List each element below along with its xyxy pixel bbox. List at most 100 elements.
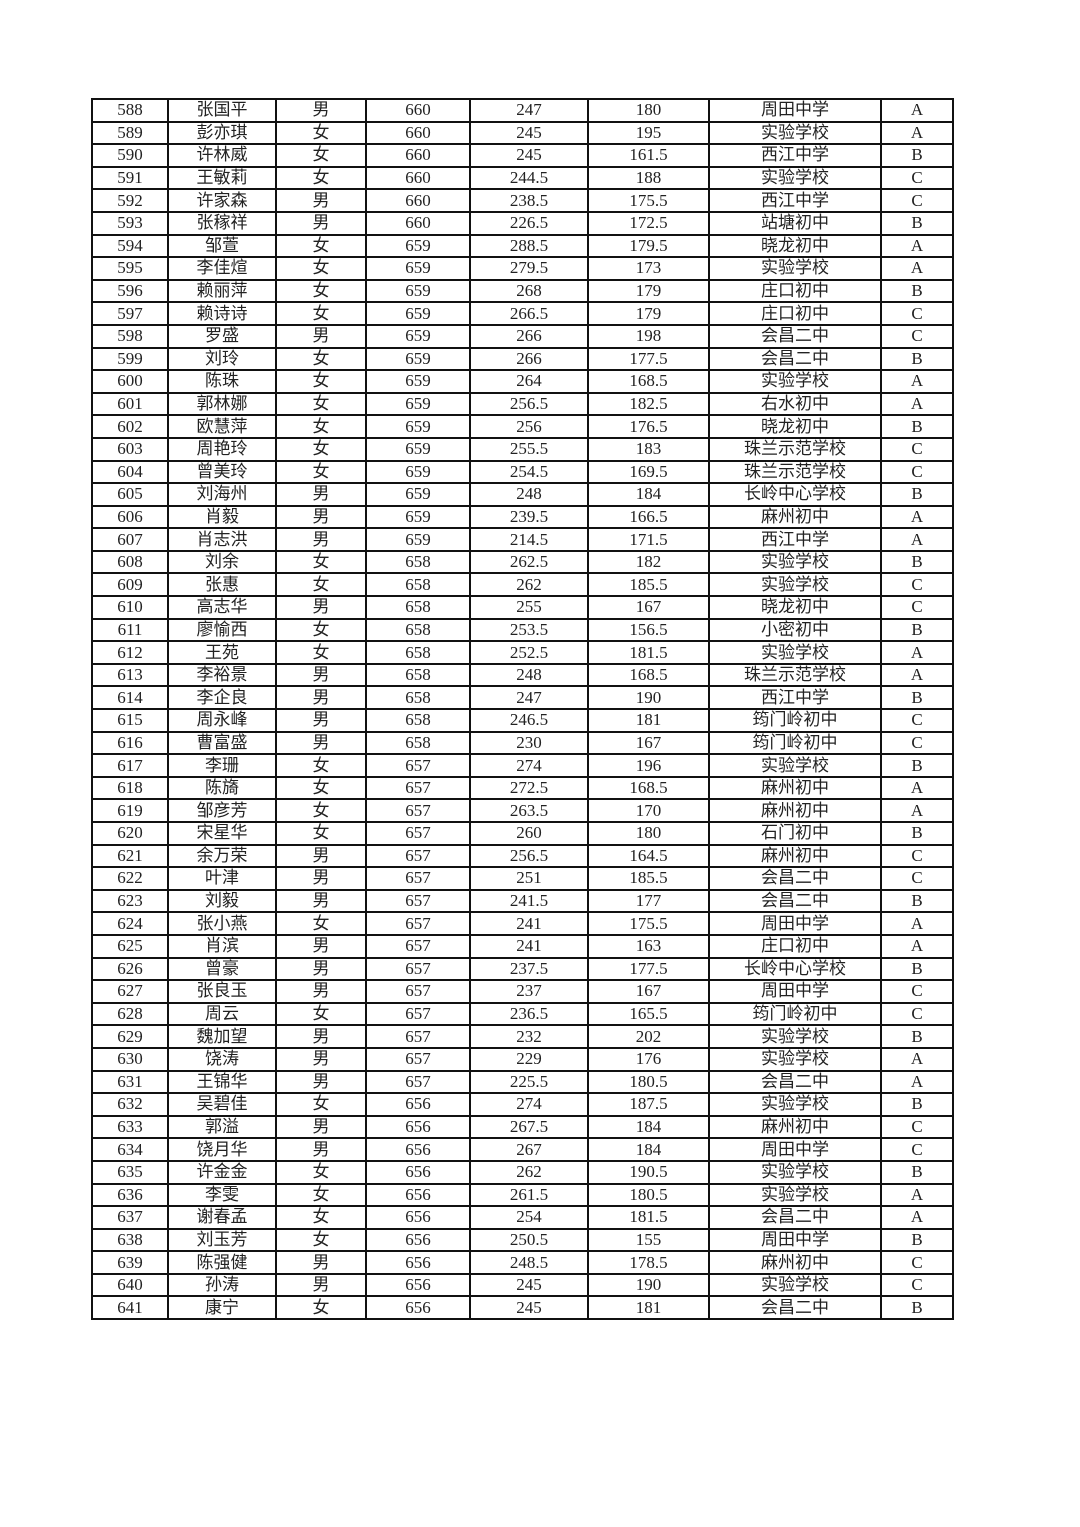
table-row: 625 肖滨男 657 241 163 庄口初中 A xyxy=(91,933,954,959)
score-c-cell: 190 xyxy=(587,685,710,711)
table-row: 611 廖愉西女 658 253.5 156.5 小密初中 B xyxy=(91,617,954,643)
score-b-cell: 237 xyxy=(469,979,589,1004)
table-row: 588 张国平男 660 247 180 周田中学 A xyxy=(91,98,954,123)
table-row: 596 赖丽萍女 659 268 179 庄口初中 B xyxy=(91,278,954,304)
score-c-cell: 198 xyxy=(587,323,710,349)
rank-cell: 589 xyxy=(91,120,169,146)
grade-cell: B xyxy=(880,346,954,372)
gender-cell: 男 xyxy=(275,933,367,959)
school-cell: 珠兰示范学校 xyxy=(708,459,882,485)
table-row: 621 余万荣男 657 256.5 164.5 麻州初中 C xyxy=(91,843,954,869)
score-c-cell: 177 xyxy=(587,888,710,914)
gender-cell: 男 xyxy=(275,527,367,552)
school-cell: 实验学校 xyxy=(708,753,882,778)
school-cell: 麻州初中 xyxy=(708,1250,882,1275)
rank-cell: 592 xyxy=(91,188,169,213)
school-cell: 实验学校 xyxy=(708,1272,882,1298)
score-b-cell: 256.5 xyxy=(469,843,589,869)
rank-cell: 636 xyxy=(91,1182,169,1208)
school-cell: 会昌二中 xyxy=(708,346,882,372)
name-cell: 肖志洪 xyxy=(167,527,277,552)
grade-cell: A xyxy=(880,391,954,417)
name-cell: 郭林娜 xyxy=(167,391,277,417)
school-cell: 实验学校 xyxy=(708,1024,882,1049)
rank-cell: 598 xyxy=(91,323,169,349)
score-a-cell: 656 xyxy=(365,1295,471,1321)
grade-cell: B xyxy=(880,888,954,914)
score-c-cell: 184 xyxy=(587,1114,710,1140)
grade-cell: B xyxy=(880,753,954,778)
score-b-cell: 237.5 xyxy=(469,956,589,982)
gender-cell: 女 xyxy=(275,165,367,191)
school-cell: 实验学校 xyxy=(708,640,882,665)
name-cell: 魏加望 xyxy=(167,1024,277,1049)
school-cell: 周田中学 xyxy=(708,98,882,123)
grade-cell: B xyxy=(880,414,954,439)
score-a-cell: 659 xyxy=(365,482,471,507)
rank-cell: 607 xyxy=(91,527,169,552)
grade-cell: A xyxy=(880,527,954,552)
score-b-cell: 245 xyxy=(469,120,589,146)
score-a-cell: 660 xyxy=(365,120,471,146)
score-a-cell: 659 xyxy=(365,459,471,485)
score-a-cell: 657 xyxy=(365,911,471,936)
rank-cell: 609 xyxy=(91,572,169,598)
table-row: 597 赖诗诗女 659 266.5 179 庄口初中 C xyxy=(91,301,954,326)
school-cell: 会昌二中 xyxy=(708,1205,882,1230)
score-a-cell: 657 xyxy=(365,979,471,1004)
grade-cell: C xyxy=(880,1137,954,1162)
gender-cell: 女 xyxy=(275,1182,367,1208)
gender-cell: 女 xyxy=(275,821,367,846)
grade-cell: C xyxy=(880,165,954,191)
grade-cell: B xyxy=(880,1159,954,1185)
gender-cell: 男 xyxy=(275,595,367,620)
rank-cell: 620 xyxy=(91,821,169,846)
score-a-cell: 657 xyxy=(365,1046,471,1072)
gender-cell: 男 xyxy=(275,1024,367,1049)
score-c-cell: 169.5 xyxy=(587,459,710,485)
gender-cell: 女 xyxy=(275,617,367,643)
score-c-cell: 181.5 xyxy=(587,1205,710,1230)
gender-cell: 女 xyxy=(275,1159,367,1185)
grade-cell: C xyxy=(880,979,954,1004)
name-cell: 张良玉 xyxy=(167,979,277,1004)
school-cell: 麻州初中 xyxy=(708,798,882,823)
gender-cell: 男 xyxy=(275,1272,367,1298)
table-row: 630 饶涛男 657 229 176 实验学校 A xyxy=(91,1046,954,1072)
score-c-cell: 156.5 xyxy=(587,617,710,643)
grade-cell: C xyxy=(880,323,954,349)
grade-cell: A xyxy=(880,504,954,530)
school-cell: 石门初中 xyxy=(708,821,882,846)
score-b-cell: 272.5 xyxy=(469,775,589,801)
table-row: 638 刘玉芳女 656 250.5 155 周田中学 B xyxy=(91,1227,954,1253)
score-b-cell: 267 xyxy=(469,1137,589,1162)
grade-cell: A xyxy=(880,256,954,281)
grade-cell: A xyxy=(880,98,954,123)
rank-cell: 616 xyxy=(91,730,169,756)
grade-cell: B xyxy=(880,617,954,643)
school-cell: 庄口初中 xyxy=(708,301,882,326)
rank-cell: 630 xyxy=(91,1046,169,1072)
school-cell: 周田中学 xyxy=(708,1137,882,1162)
grade-cell: C xyxy=(880,436,954,462)
table-row: 635 许金金女 656 262 190.5 实验学校 B xyxy=(91,1159,954,1185)
score-a-cell: 656 xyxy=(365,1272,471,1298)
school-cell: 实验学校 xyxy=(708,165,882,191)
score-b-cell: 260 xyxy=(469,821,589,846)
score-c-cell: 168.5 xyxy=(587,662,710,688)
score-c-cell: 164.5 xyxy=(587,843,710,869)
score-a-cell: 657 xyxy=(365,933,471,959)
gender-cell: 女 xyxy=(275,436,367,462)
gender-cell: 女 xyxy=(275,1295,367,1321)
score-c-cell: 182.5 xyxy=(587,391,710,417)
name-cell: 郭溢 xyxy=(167,1114,277,1140)
name-cell: 张国平 xyxy=(167,98,277,123)
score-c-cell: 187.5 xyxy=(587,1092,710,1117)
score-b-cell: 253.5 xyxy=(469,617,589,643)
score-a-cell: 656 xyxy=(365,1205,471,1230)
grade-cell: C xyxy=(880,1272,954,1298)
table-row: 607 肖志洪男 659 214.5 171.5 西江中学 A xyxy=(91,527,954,552)
score-c-cell: 190 xyxy=(587,1272,710,1298)
school-cell: 站塘初中 xyxy=(708,210,882,236)
grade-cell: A xyxy=(880,798,954,823)
